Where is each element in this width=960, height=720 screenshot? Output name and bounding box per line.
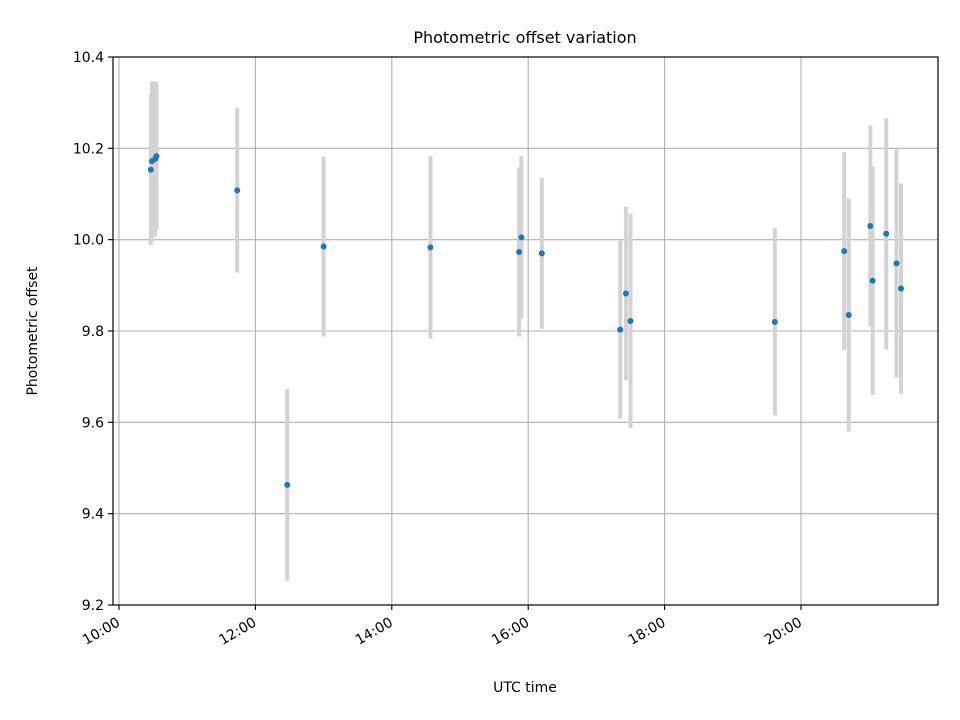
data-point (622, 290, 629, 297)
data-point (867, 222, 874, 229)
data-points (147, 153, 905, 488)
data-point (893, 260, 900, 267)
data-point (320, 243, 327, 250)
y-tick-label: 9.6 (82, 415, 104, 431)
y-axis-label: Photometric offset (25, 266, 41, 396)
data-point (427, 244, 434, 251)
chart-title: Photometric offset variation (413, 28, 636, 47)
y-tick-label: 10.2 (73, 141, 104, 157)
data-point (617, 326, 624, 333)
data-point (869, 277, 876, 284)
data-point (538, 250, 545, 257)
y-tick-label: 9.4 (82, 507, 104, 523)
y-tick-label: 9.8 (82, 324, 104, 340)
x-axis-label: UTC time (493, 680, 557, 696)
y-tick-label: 10.0 (73, 233, 104, 249)
data-point (898, 285, 905, 292)
y-axis-ticks: 9.2 9.4 9.6 9.8 10.0 10.2 10.4 (73, 50, 113, 614)
data-point (153, 153, 160, 160)
data-point (883, 230, 890, 237)
data-point (516, 248, 523, 255)
y-tick-label: 10.4 (73, 50, 104, 66)
data-point (284, 481, 291, 488)
data-point (845, 312, 852, 319)
data-point (627, 317, 634, 324)
y-tick-label: 9.2 (82, 598, 104, 614)
data-point (771, 318, 778, 325)
data-point (841, 248, 848, 255)
data-point (234, 187, 241, 194)
data-point (147, 166, 154, 173)
data-point (518, 234, 525, 241)
